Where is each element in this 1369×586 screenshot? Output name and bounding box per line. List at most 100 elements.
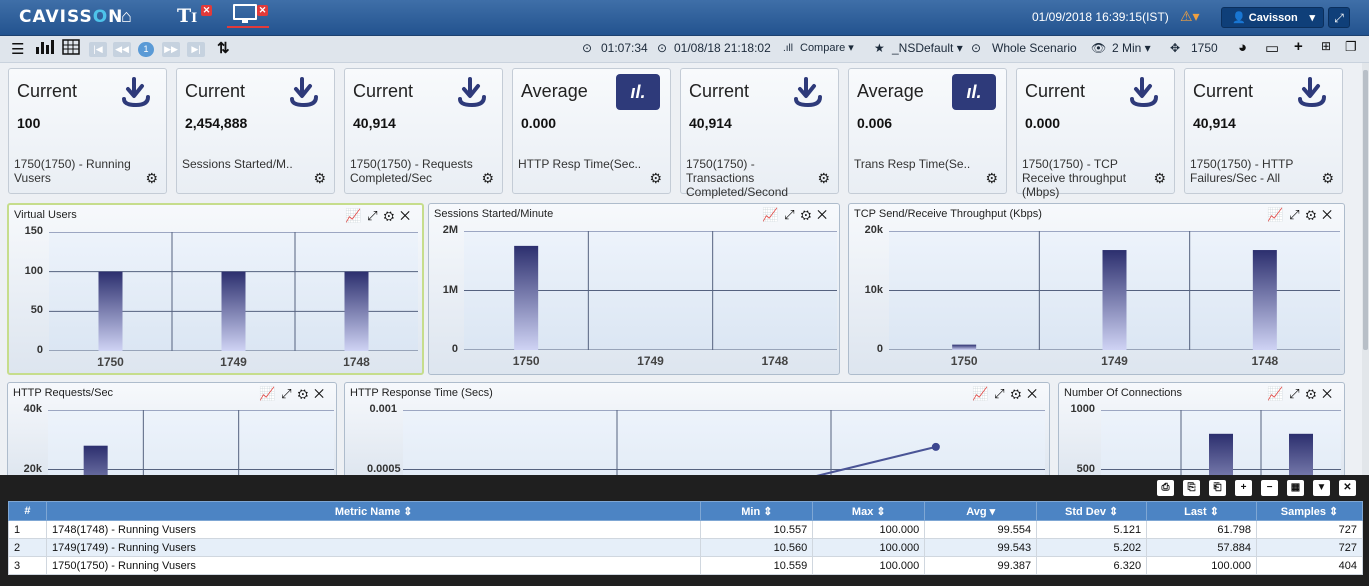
user-icon: 👤 [1232, 12, 1246, 24]
line-chart-icon[interactable]: 📈 [1266, 207, 1290, 222]
line-chart-icon[interactable]: 📈 [344, 208, 368, 223]
pdf-export-icon[interactable]: ⎙ [1157, 480, 1174, 496]
bar-chart-icon[interactable] [35, 39, 55, 59]
gear-icon[interactable]: ⚙ [649, 170, 662, 186]
gear-icon[interactable]: ⚙ [1305, 386, 1323, 401]
scrollbar-thumb[interactable] [1363, 70, 1368, 350]
expand-icon[interactable]: ⤢ [784, 207, 801, 222]
line-chart-icon[interactable]: 📈 [761, 207, 785, 222]
kpi-card[interactable]: Current 0.000 1750(1750) - TCP Receive thr… [1016, 68, 1175, 199]
table-row[interactable]: 2 1749(1749) - Running Vusers 10.560 100.00… [8, 538, 1363, 557]
gear-icon[interactable]: ⚙ [800, 207, 818, 222]
x-tick-label: 1749 [220, 355, 247, 369]
test-run-number[interactable]: 1750 [1191, 41, 1218, 55]
bar[interactable] [952, 344, 977, 350]
close-icon[interactable]: ✕ [400, 208, 416, 223]
scenario-selector[interactable]: Whole Scenario [992, 41, 1077, 55]
expand-icon[interactable]: ⤢ [1289, 207, 1306, 222]
panel-tools: 📈⤢⚙✕ [345, 208, 416, 224]
column-header[interactable]: Std Dev ⇕ [1036, 501, 1148, 521]
kpi-card[interactable]: Current 100 1750(1750) - Running Vusers ⚙ [8, 68, 167, 194]
close-icon[interactable]: ✕ [1322, 207, 1338, 222]
line-chart-icon[interactable]: 📈 [971, 386, 995, 401]
gear-icon[interactable]: ⚙ [1321, 170, 1334, 186]
expand-icon[interactable]: ⤢ [994, 386, 1011, 401]
kpi-card[interactable]: Current 40,914 1750(1750) - HTTP Failures/… [1184, 68, 1343, 194]
add-icon[interactable]: + [1294, 38, 1303, 55]
bar[interactable] [221, 271, 246, 351]
monitor-icon[interactable] [233, 4, 257, 20]
alert-icon[interactable]: ⚠▾ [1180, 8, 1200, 24]
prev-page-button[interactable]: ◀◀ [113, 42, 131, 57]
line-chart-icon[interactable]: 📈 [258, 386, 282, 401]
sort-icon[interactable]: ⇅ [217, 40, 230, 57]
fullscreen-button[interactable]: ⤢ [1328, 7, 1350, 28]
close-icon[interactable]: ✕ [314, 386, 330, 401]
gear-icon[interactable]: ⚙ [985, 170, 998, 186]
table-row[interactable]: 3 1750(1750) - Running Vusers 10.559 100.00… [8, 556, 1363, 575]
column-header[interactable]: Samples ⇕ [1256, 501, 1363, 521]
close-tab-icon[interactable]: ✕ [257, 5, 268, 16]
palette-icon[interactable]: ◕ [1238, 39, 1248, 56]
copy-icon[interactable]: ❐ [1345, 39, 1357, 54]
excel-export-icon[interactable]: ⎗ [1209, 480, 1226, 496]
columns-icon[interactable]: ▦ [1287, 480, 1304, 496]
line-chart-icon[interactable]: 📈 [1266, 386, 1290, 401]
column-header[interactable]: Max ⇕ [812, 501, 926, 521]
bar[interactable] [344, 271, 369, 351]
user-menu-button[interactable]: 👤 Cavisson ▾ [1221, 7, 1324, 28]
next-page-button[interactable]: ▶▶ [162, 42, 180, 57]
gear-icon[interactable]: ⚙ [817, 170, 830, 186]
kpi-card[interactable]: Current 40,914 1750(1750) - Transactions C… [680, 68, 839, 199]
bar[interactable] [98, 271, 123, 351]
close-icon[interactable]: ✕ [817, 207, 833, 222]
gear-icon[interactable]: ⚙ [1153, 170, 1166, 186]
close-icon[interactable]: ✕ [1339, 480, 1356, 496]
expand-icon[interactable]: ⤢ [367, 208, 384, 223]
column-header[interactable]: # [8, 501, 47, 521]
close-tab-icon[interactable]: ✕ [201, 5, 212, 16]
gear-icon[interactable]: ⚙ [481, 170, 494, 186]
column-header[interactable]: Avg ▾ [924, 501, 1038, 521]
column-header[interactable]: Metric Name ⇕ [45, 501, 702, 521]
minus-icon[interactable]: − [1261, 480, 1278, 496]
add-icon[interactable]: + [1235, 480, 1252, 496]
word-export-icon[interactable]: ⎘ [1183, 480, 1200, 496]
panel-title: Virtual Users [14, 209, 77, 221]
bar[interactable] [1102, 250, 1127, 350]
gear-icon[interactable]: ⚙ [145, 170, 158, 186]
panel-title: HTTP Requests/Sec [13, 387, 114, 399]
page-number[interactable]: 1 [138, 42, 154, 57]
kpi-card[interactable]: Average ıl. 0.006 Trans Resp Time(Se.. ⚙ [848, 68, 1007, 194]
bar[interactable] [1252, 250, 1277, 350]
interval-dropdown[interactable]: 2 Min ▾ [1112, 41, 1151, 55]
gear-icon[interactable]: ⚙ [1305, 207, 1323, 222]
text-tool-icon[interactable]: TI [177, 5, 198, 27]
column-header[interactable]: Min ⇕ [700, 501, 814, 521]
home-icon[interactable]: ⌂ [121, 6, 132, 26]
last-page-button[interactable]: ▶| [187, 42, 205, 57]
layout-icon[interactable]: ▭ [1265, 40, 1280, 57]
expand-icon[interactable]: ⤢ [1289, 386, 1306, 401]
filter-icon[interactable]: ▼ [1313, 480, 1330, 496]
gear-icon[interactable]: ⚙ [1010, 386, 1028, 401]
kpi-card[interactable]: Current 40,914 1750(1750) - Requests Compl… [344, 68, 503, 194]
table-icon[interactable] [62, 39, 80, 59]
close-icon[interactable]: ✕ [1027, 386, 1043, 401]
column-header[interactable]: Last ⇕ [1146, 501, 1258, 521]
first-page-button[interactable]: |◀ [89, 42, 107, 57]
kpi-card[interactable]: Current 2,454,888 Sessions Started/M.. ⚙ [176, 68, 335, 194]
grid-icon[interactable]: ⊞ [1321, 39, 1332, 53]
compare-dropdown[interactable]: Compare ▾ [800, 42, 854, 54]
table-row[interactable]: 1 1748(1748) - Running Vusers 10.557 100.00… [8, 520, 1363, 539]
gear-icon[interactable]: ⚙ [297, 386, 315, 401]
close-icon[interactable]: ✕ [1322, 386, 1338, 401]
kpi-card[interactable]: Average ıl. 0.000 HTTP Resp Time(Sec.. ⚙ [512, 68, 671, 194]
gear-icon[interactable]: ⚙ [383, 208, 401, 223]
gear-icon[interactable]: ⚙ [313, 170, 326, 186]
menu-icon[interactable]: ☰ [11, 41, 25, 58]
bar[interactable] [514, 245, 539, 350]
expand-icon[interactable]: ⤢ [281, 386, 298, 401]
data-point[interactable] [931, 442, 940, 451]
favorite-dropdown[interactable]: _NSDefault ▾ [892, 41, 963, 55]
